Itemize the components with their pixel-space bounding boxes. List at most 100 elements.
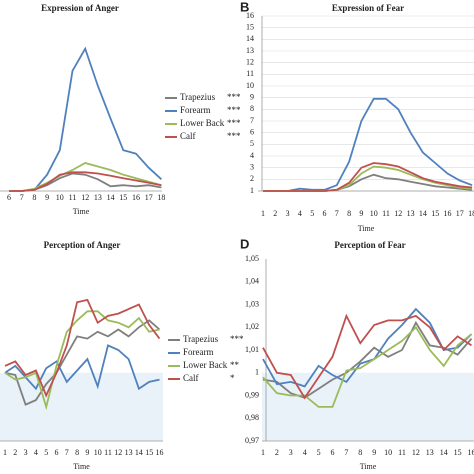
- series-line: [263, 97, 473, 192]
- series-line: [9, 162, 162, 192]
- x-tick-label: 3: [286, 209, 290, 218]
- series-line: [262, 313, 472, 400]
- x-tick-label: 14: [135, 448, 143, 457]
- x-tick-label: 1: [261, 448, 265, 457]
- legend-significance: *: [230, 373, 235, 383]
- x-axis-label: Time: [73, 462, 90, 471]
- y-tick-label: 8: [250, 104, 254, 113]
- y-tick-label: 5: [250, 139, 254, 148]
- x-tick-label: 7: [20, 193, 24, 202]
- y-tick-label: 7: [250, 116, 254, 125]
- x-tick-label: 15: [454, 448, 462, 457]
- y-tick-label: 14: [246, 34, 254, 43]
- y-tick-label: 1,05: [245, 254, 259, 263]
- x-tick-label: 6: [331, 448, 335, 457]
- x-tick-label: 17: [145, 193, 153, 202]
- x-tick-label: 6: [323, 209, 327, 218]
- x-tick-label: 16: [132, 193, 140, 202]
- series-line: [4, 319, 161, 406]
- y-tick-label: 16: [246, 11, 254, 20]
- x-tick-label: 1: [261, 209, 265, 218]
- x-tick-label: 4: [34, 448, 38, 457]
- x-tick-label: 9: [85, 448, 89, 457]
- legend-significance: **: [230, 360, 240, 370]
- x-tick-label: 13: [407, 209, 415, 218]
- y-tick-label: 0,98: [245, 413, 259, 422]
- x-tick-label: 12: [394, 209, 402, 218]
- panel-letter: D: [240, 236, 249, 251]
- x-tick-label: 8: [75, 448, 79, 457]
- legend-label: Lower Back: [180, 118, 225, 128]
- y-tick-label: 11: [246, 69, 254, 78]
- x-tick-label: 2: [275, 448, 279, 457]
- x-tick-label: 9: [45, 193, 49, 202]
- x-tick-label: 18: [157, 193, 165, 202]
- x-tick-label: 5: [310, 209, 314, 218]
- x-tick-label: 9: [359, 209, 363, 218]
- x-tick-label: 13: [125, 448, 133, 457]
- x-tick-label: 11: [398, 448, 406, 457]
- y-tick-label: 1,01: [245, 345, 259, 354]
- y-tick-label: 2: [250, 174, 254, 183]
- x-tick-label: 3: [24, 448, 28, 457]
- legend-label: Trapezius: [180, 92, 216, 102]
- legend-label: Lower Back: [183, 360, 228, 370]
- x-tick-label: 16: [444, 209, 452, 218]
- x-tick-label: 13: [426, 448, 434, 457]
- x-tick-label: 13: [94, 193, 102, 202]
- x-tick-label: 12: [114, 448, 122, 457]
- x-tick-label: 11: [382, 209, 390, 218]
- x-tick-label: 9: [372, 448, 376, 457]
- panel-letter: B: [240, 0, 249, 14]
- legend-significance: ***: [227, 105, 241, 115]
- series-line: [4, 298, 161, 398]
- x-tick-label: 7: [65, 448, 69, 457]
- y-tick-label: 0,97: [245, 436, 259, 445]
- x-tick-label: 4: [298, 209, 302, 218]
- x-tick-label: 15: [431, 209, 439, 218]
- y-tick-label: 1: [255, 368, 259, 377]
- chart-title: Expression of Fear: [332, 3, 404, 13]
- x-tick-label: 5: [44, 448, 48, 457]
- chart-title: Perception of Fear: [334, 240, 405, 250]
- x-tick-label: 7: [344, 448, 348, 457]
- x-tick-label: 15: [145, 448, 153, 457]
- y-tick-label: 3: [250, 162, 254, 171]
- legend-label: Forearm: [180, 105, 211, 115]
- x-tick-label: 10: [56, 193, 64, 202]
- legend-label: Calf: [183, 373, 199, 383]
- x-tick-label: 18: [468, 209, 474, 218]
- series-line: [262, 325, 473, 408]
- legend-significance: ***: [227, 92, 241, 102]
- x-axis-label: Time: [358, 224, 375, 233]
- x-tick-label: 2: [273, 209, 277, 218]
- x-tick-label: 10: [94, 448, 102, 457]
- x-tick-label: 15: [119, 193, 127, 202]
- x-axis-label: Time: [360, 462, 377, 471]
- shaded-region: [0, 372, 163, 441]
- series-line: [263, 162, 473, 192]
- y-tick-label: 0,99: [245, 390, 259, 399]
- x-tick-label: 12: [81, 193, 89, 202]
- x-tick-label: 6: [55, 448, 59, 457]
- x-tick-label: 6: [7, 193, 11, 202]
- x-tick-label: 16: [156, 448, 164, 457]
- x-tick-label: 8: [32, 193, 36, 202]
- y-tick-label: 12: [246, 57, 254, 66]
- legend-significance: ***: [227, 131, 241, 141]
- chart-title: Expression of Anger: [41, 3, 119, 13]
- x-tick-label: 3: [289, 448, 293, 457]
- x-tick-label: 14: [440, 448, 448, 457]
- legend-label: Calf: [180, 131, 196, 141]
- y-tick-label: 1,03: [245, 299, 259, 308]
- x-tick-label: 10: [370, 209, 378, 218]
- x-tick-label: 2: [13, 448, 17, 457]
- y-tick-label: 13: [246, 46, 254, 55]
- x-tick-label: 17: [456, 209, 464, 218]
- x-tick-label: 8: [358, 448, 362, 457]
- y-tick-label: 1,02: [245, 322, 259, 331]
- x-tick-label: 7: [335, 209, 339, 218]
- legend-label: Forearm: [183, 347, 214, 357]
- y-tick-label: 9: [250, 92, 254, 101]
